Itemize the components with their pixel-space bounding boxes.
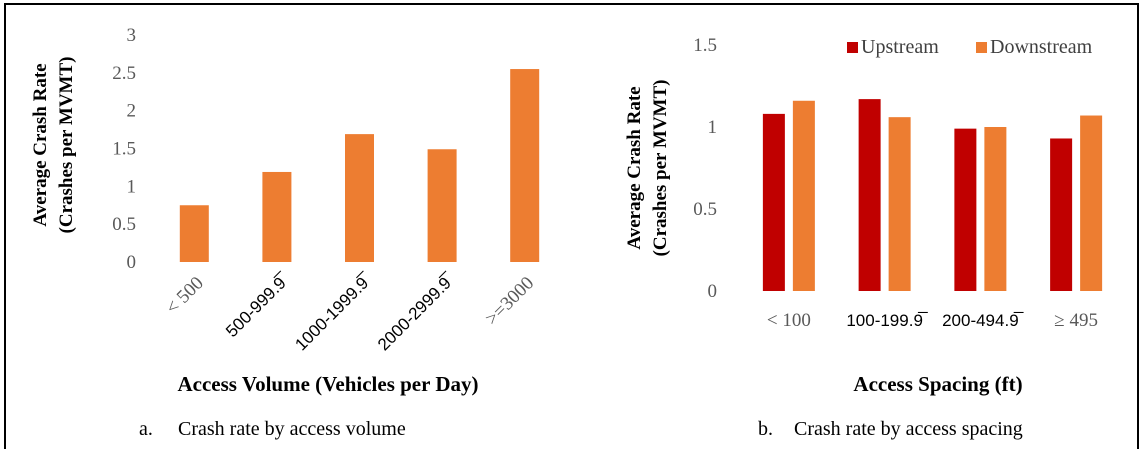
chart-b-bars bbox=[762, 99, 1103, 292]
chart-a-y-ticks: 0 0.5 1 1.5 2 2.5 3 bbox=[112, 25, 136, 273]
chart-a-ytick: 1 bbox=[127, 176, 137, 197]
chart-b-ytick: 0.5 bbox=[693, 199, 717, 220]
chart-a-xtick: 2000-2999.9̅ bbox=[374, 270, 458, 354]
chart-b-xtick: 200-494.9̅ bbox=[942, 311, 1024, 330]
chart-b-bar-downstream bbox=[984, 127, 1007, 291]
chart-b-ytick: 0 bbox=[708, 281, 718, 302]
chart-a-bars bbox=[179, 69, 540, 262]
chart-b: Average Crash Rate (Crashes per MVMT) 00… bbox=[624, 35, 1103, 440]
chart-a-x-categories: < 500 500-999.9̅ 1000-1999.9̅ 2000-2999.9̅ >… bbox=[162, 270, 538, 354]
chart-a-xtick: 500-999.9̅ bbox=[222, 270, 293, 341]
chart-b-xtick: ≥ 495 bbox=[1054, 310, 1098, 331]
chart-b-bar-upstream bbox=[762, 113, 785, 291]
chart-a-bar bbox=[179, 205, 209, 262]
chart-a-ytick: 2.5 bbox=[112, 63, 136, 84]
chart-b-ylabel-line1: Average Crash Rate bbox=[624, 86, 645, 249]
chart-a-ylabel-line1: Average Crash Rate bbox=[30, 63, 51, 226]
chart-b-bar-upstream bbox=[1050, 138, 1073, 291]
chart-b-caption: Crash rate by access spacing bbox=[794, 418, 1023, 440]
chart-a-ytick: 1.5 bbox=[112, 139, 136, 160]
chart-b-bar-downstream bbox=[1080, 115, 1103, 292]
chart-b-legend: Upstream Downstream bbox=[847, 36, 1093, 58]
chart-a-bar bbox=[345, 134, 374, 262]
chart-b-y-ticks: 0 0.5 1 1.5 bbox=[693, 35, 717, 302]
chart-a-xtick: < 500 bbox=[162, 273, 208, 319]
chart-a-ytick: 3 bbox=[127, 25, 137, 46]
chart-a-xlabel: Access Volume (Vehicles per Day) bbox=[178, 372, 479, 396]
chart-b-caption-letter: b. bbox=[758, 418, 773, 440]
legend-label-upstream: Upstream bbox=[861, 36, 939, 58]
chart-a-bar bbox=[510, 69, 540, 262]
chart-a-xtick: >=3000 bbox=[481, 273, 538, 330]
legend-swatch-upstream bbox=[847, 42, 858, 53]
chart-b-x-categories: < 100 100-199.9̅ 200-494.9̅ ≥ 495 bbox=[767, 310, 1098, 331]
chart-b-ylabel-line2: (Crashes per MVMT) bbox=[650, 80, 671, 257]
chart-a-caption: Crash rate by access volume bbox=[178, 418, 406, 440]
legend-swatch-downstream bbox=[976, 42, 987, 53]
chart-a-ytick: 0 bbox=[127, 252, 137, 273]
legend-label-downstream: Downstream bbox=[990, 36, 1093, 58]
chart-b-ytick: 1.5 bbox=[693, 35, 717, 56]
chart-b-xlabel: Access Spacing (ft) bbox=[853, 372, 1022, 396]
chart-b-xtick: 100-199.9̅ bbox=[846, 311, 928, 330]
chart-a-ylabel-line2: (Crashes per MVMT) bbox=[56, 57, 77, 234]
chart-a-bar bbox=[427, 149, 457, 262]
chart-a-bar bbox=[262, 171, 292, 262]
chart-a-ytick: 0.5 bbox=[112, 214, 136, 235]
chart-b-bar-upstream bbox=[954, 128, 977, 291]
figure-svg: Average Crash Rate (Crashes per MVMT) 00… bbox=[30, 25, 1103, 440]
chart-a: Average Crash Rate (Crashes per MVMT) 00… bbox=[30, 25, 540, 440]
chart-a-xtick: 1000-1999.9̅ bbox=[291, 270, 375, 354]
chart-a-ytick: 2 bbox=[127, 101, 137, 122]
chart-b-bar-downstream bbox=[792, 100, 815, 291]
chart-b-bar-upstream bbox=[858, 99, 881, 292]
chart-b-ytick: 1 bbox=[708, 117, 718, 138]
chart-b-xtick: < 100 bbox=[767, 310, 811, 331]
chart-a-caption-letter: a. bbox=[139, 418, 153, 440]
chart-b-bar-downstream bbox=[888, 117, 911, 291]
